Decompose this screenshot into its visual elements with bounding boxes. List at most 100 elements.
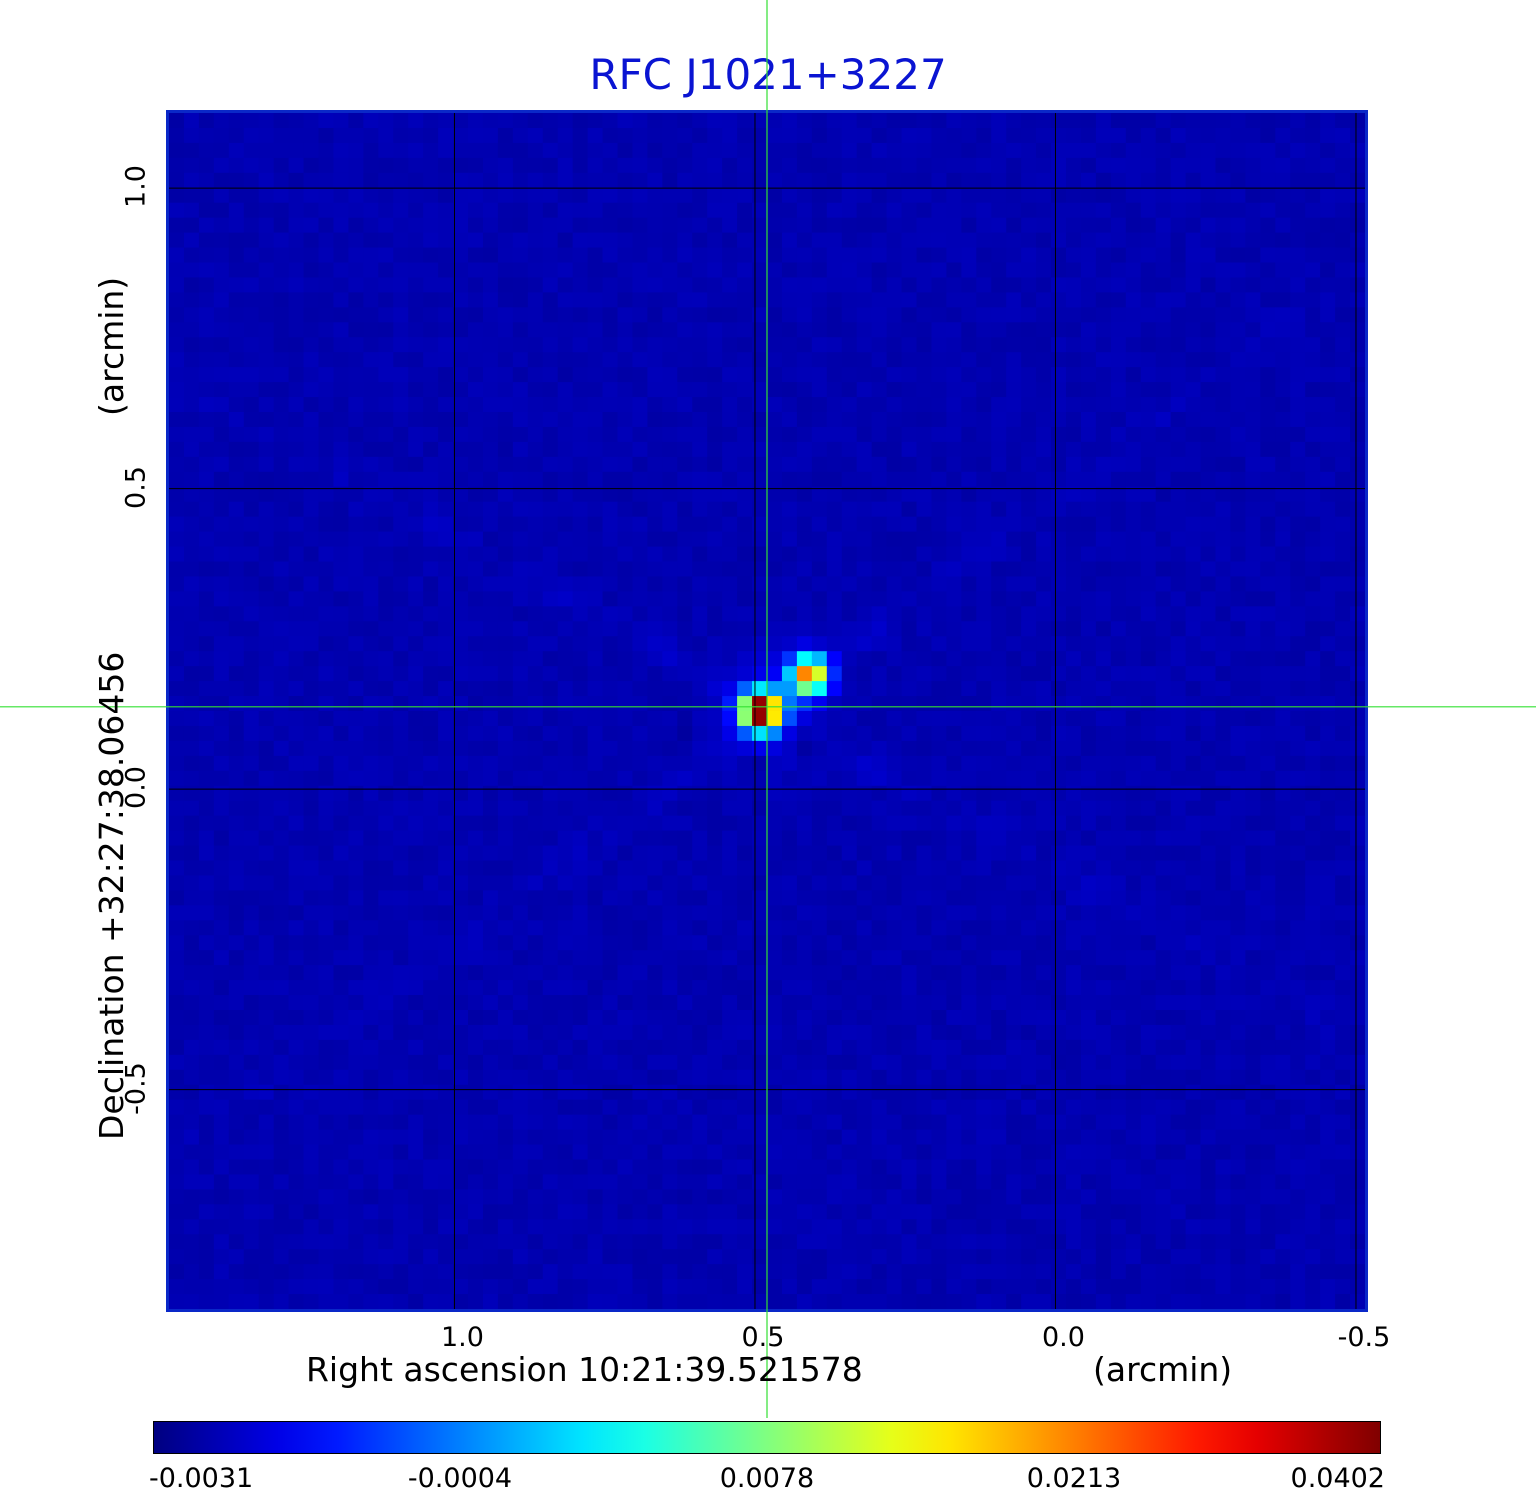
map-pixel (796, 157, 813, 174)
map-pixel (946, 845, 962, 862)
map-pixel (1110, 920, 1127, 936)
map-pixel (1155, 920, 1172, 936)
map-pixel (333, 277, 349, 293)
map-pixel (841, 696, 858, 712)
map-pixel (602, 576, 619, 592)
map-pixel (1155, 681, 1172, 697)
map-pixel (826, 546, 843, 563)
map-pixel (258, 187, 275, 204)
map-pixel (647, 890, 663, 906)
map-pixel (1200, 815, 1217, 832)
map-pixel (662, 696, 678, 712)
map-pixel (871, 426, 888, 443)
map-pixel (587, 1039, 604, 1056)
map-pixel (1155, 486, 1172, 503)
map-pixel (1095, 501, 1112, 518)
map-pixel (871, 113, 888, 129)
map-pixel (213, 755, 230, 772)
map-pixel (169, 606, 185, 622)
map-pixel (617, 696, 634, 712)
map-pixel (811, 651, 828, 667)
map-pixel (1350, 382, 1365, 398)
map-pixel (1140, 157, 1157, 174)
image-plot-area[interactable] (166, 110, 1368, 1312)
map-pixel (1066, 172, 1082, 189)
map-pixel (198, 1010, 215, 1026)
map-pixel (931, 471, 947, 488)
map-pixel (1095, 890, 1112, 906)
map-pixel (677, 711, 693, 727)
map-pixel (901, 860, 918, 877)
map-pixel (468, 456, 484, 473)
map-pixel (1320, 995, 1336, 1011)
map-pixel (482, 217, 499, 234)
map-pixel (333, 307, 349, 323)
map-pixel (946, 157, 962, 174)
map-pixel (677, 382, 693, 398)
map-pixel (752, 202, 768, 219)
map-pixel (228, 1010, 245, 1026)
map-pixel (243, 920, 260, 936)
map-pixel (1110, 456, 1127, 473)
map-pixel (288, 740, 305, 757)
map-pixel (826, 800, 843, 817)
map-pixel (796, 770, 813, 787)
map-pixel (1290, 965, 1306, 981)
map-pixel (587, 337, 604, 353)
map-pixel (213, 800, 230, 817)
map-pixel (1140, 456, 1157, 473)
map-pixel (557, 337, 574, 353)
map-pixel (1215, 546, 1232, 563)
map-pixel (1095, 531, 1112, 548)
map-pixel (722, 785, 738, 802)
map-pixel (378, 456, 394, 473)
map-pixel (752, 696, 768, 712)
map-pixel (1036, 711, 1052, 727)
map-pixel (527, 412, 544, 428)
map-pixel (976, 651, 992, 667)
map-pixel (841, 352, 858, 368)
map-pixel (916, 755, 933, 772)
map-pixel (453, 666, 469, 682)
map-pixel (497, 202, 514, 219)
map-pixel (1320, 127, 1336, 144)
map-pixel (423, 681, 439, 697)
map-pixel (198, 935, 215, 951)
map-pixel (1290, 785, 1306, 802)
map-pixel (378, 576, 394, 592)
map-pixel (482, 681, 499, 697)
map-pixel (542, 965, 559, 981)
map-pixel (961, 486, 977, 503)
map-pixel (886, 845, 903, 862)
map-pixel (1230, 202, 1246, 219)
map-pixel (901, 412, 918, 428)
map-pixel (273, 217, 290, 234)
map-pixel (1320, 1024, 1336, 1041)
map-pixel (767, 157, 783, 174)
map-pixel (468, 113, 484, 129)
map-pixel (707, 1039, 723, 1056)
map-pixel (1006, 202, 1022, 219)
map-pixel (1140, 875, 1157, 891)
map-pixel (826, 965, 843, 981)
map-pixel (1080, 725, 1097, 742)
map-pixel (602, 800, 619, 817)
map-pixel (1200, 770, 1217, 787)
map-pixel (752, 785, 768, 802)
map-pixel (871, 172, 888, 189)
map-pixel (767, 247, 783, 264)
map-pixel (602, 696, 619, 712)
map-pixel (1350, 292, 1365, 308)
map-pixel (318, 516, 335, 533)
map-pixel (363, 456, 379, 473)
map-pixel (871, 800, 888, 817)
map-pixel (796, 965, 813, 981)
map-pixel (1006, 247, 1022, 264)
map-pixel (856, 950, 873, 966)
map-pixel (213, 367, 230, 383)
map-pixel (1006, 292, 1022, 308)
map-pixel (303, 471, 320, 488)
map-pixel (1260, 412, 1276, 428)
map-pixel (1080, 770, 1097, 787)
map-pixel (1275, 441, 1291, 458)
